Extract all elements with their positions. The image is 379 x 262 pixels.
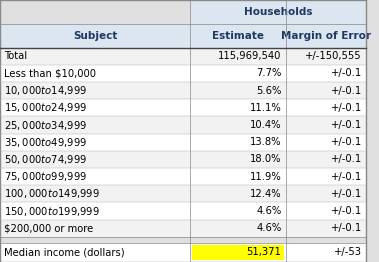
Text: 11.1%: 11.1% — [250, 103, 281, 113]
Text: $35,000 to $49,999: $35,000 to $49,999 — [5, 136, 88, 149]
Text: Estimate: Estimate — [212, 31, 264, 41]
Bar — [286, 134, 366, 151]
Text: 13.8%: 13.8% — [250, 137, 281, 147]
Bar — [0, 134, 191, 151]
Text: Households: Households — [244, 7, 313, 17]
Text: 4.6%: 4.6% — [256, 206, 281, 216]
Text: $15,000 to $24,999: $15,000 to $24,999 — [5, 101, 88, 114]
Bar — [0, 237, 366, 243]
Bar — [0, 82, 191, 99]
Bar — [0, 99, 191, 116]
Text: 51,371: 51,371 — [246, 247, 281, 257]
Bar — [191, 151, 286, 168]
Text: 10.4%: 10.4% — [250, 120, 281, 130]
Bar — [286, 99, 366, 116]
Bar — [0, 0, 191, 24]
Bar — [286, 24, 366, 48]
Text: Margin of Error: Margin of Error — [281, 31, 371, 41]
Bar — [0, 48, 191, 65]
Text: +/-0.1: +/-0.1 — [330, 155, 362, 165]
Text: Less than $10,000: Less than $10,000 — [5, 68, 96, 78]
Text: 115,969,540: 115,969,540 — [218, 51, 281, 61]
Bar — [191, 0, 366, 24]
Text: $25,000 to $34,999: $25,000 to $34,999 — [5, 118, 88, 132]
Bar — [191, 168, 286, 185]
Text: $10,000 to $14,999: $10,000 to $14,999 — [5, 84, 88, 97]
Text: 11.9%: 11.9% — [250, 172, 281, 182]
Bar — [286, 65, 366, 82]
Text: 18.0%: 18.0% — [250, 155, 281, 165]
Bar — [191, 203, 286, 220]
Bar — [191, 48, 286, 65]
Text: 7.7%: 7.7% — [256, 68, 281, 78]
Text: Subject: Subject — [73, 31, 117, 41]
Text: +/-0.1: +/-0.1 — [330, 68, 362, 78]
Text: +/-0.1: +/-0.1 — [330, 137, 362, 147]
Bar — [192, 245, 284, 260]
Bar — [0, 203, 191, 220]
Text: $150,000 to $199,999: $150,000 to $199,999 — [5, 205, 100, 217]
Text: +/-0.1: +/-0.1 — [330, 86, 362, 96]
Text: +/-0.1: +/-0.1 — [330, 172, 362, 182]
Bar — [0, 116, 191, 134]
Text: Total: Total — [5, 51, 28, 61]
Bar — [286, 116, 366, 134]
Bar — [286, 48, 366, 65]
Bar — [0, 168, 191, 185]
Text: +/-150,555: +/-150,555 — [305, 51, 362, 61]
Bar — [191, 116, 286, 134]
Bar — [286, 185, 366, 203]
Bar — [191, 65, 286, 82]
Text: $100,000 to $149,999: $100,000 to $149,999 — [5, 187, 100, 200]
Bar — [286, 220, 366, 237]
Bar — [191, 243, 286, 262]
Bar — [286, 82, 366, 99]
Text: +/-0.1: +/-0.1 — [330, 120, 362, 130]
Bar — [0, 24, 191, 48]
Text: 5.6%: 5.6% — [256, 86, 281, 96]
Text: $50,000 to $74,999: $50,000 to $74,999 — [5, 153, 88, 166]
Bar — [191, 134, 286, 151]
Bar — [286, 203, 366, 220]
Text: Median income (dollars): Median income (dollars) — [5, 247, 125, 257]
Text: $75,000 to $99,999: $75,000 to $99,999 — [5, 170, 88, 183]
Bar — [191, 82, 286, 99]
Text: +/-0.1: +/-0.1 — [330, 189, 362, 199]
Text: +/-0.1: +/-0.1 — [330, 223, 362, 233]
Bar — [0, 220, 191, 237]
Bar — [191, 185, 286, 203]
Bar — [0, 243, 191, 262]
Bar — [191, 99, 286, 116]
Bar — [191, 220, 286, 237]
Text: $200,000 or more: $200,000 or more — [5, 223, 94, 233]
Text: +/-0.1: +/-0.1 — [330, 206, 362, 216]
Text: +/-0.1: +/-0.1 — [330, 103, 362, 113]
Bar — [191, 24, 286, 48]
Bar — [0, 185, 191, 203]
Text: 12.4%: 12.4% — [250, 189, 281, 199]
Bar — [286, 151, 366, 168]
Bar — [0, 65, 191, 82]
Bar — [0, 151, 191, 168]
Text: 4.6%: 4.6% — [256, 223, 281, 233]
Bar — [286, 243, 366, 262]
Bar — [286, 168, 366, 185]
Text: +/-53: +/-53 — [334, 247, 362, 257]
